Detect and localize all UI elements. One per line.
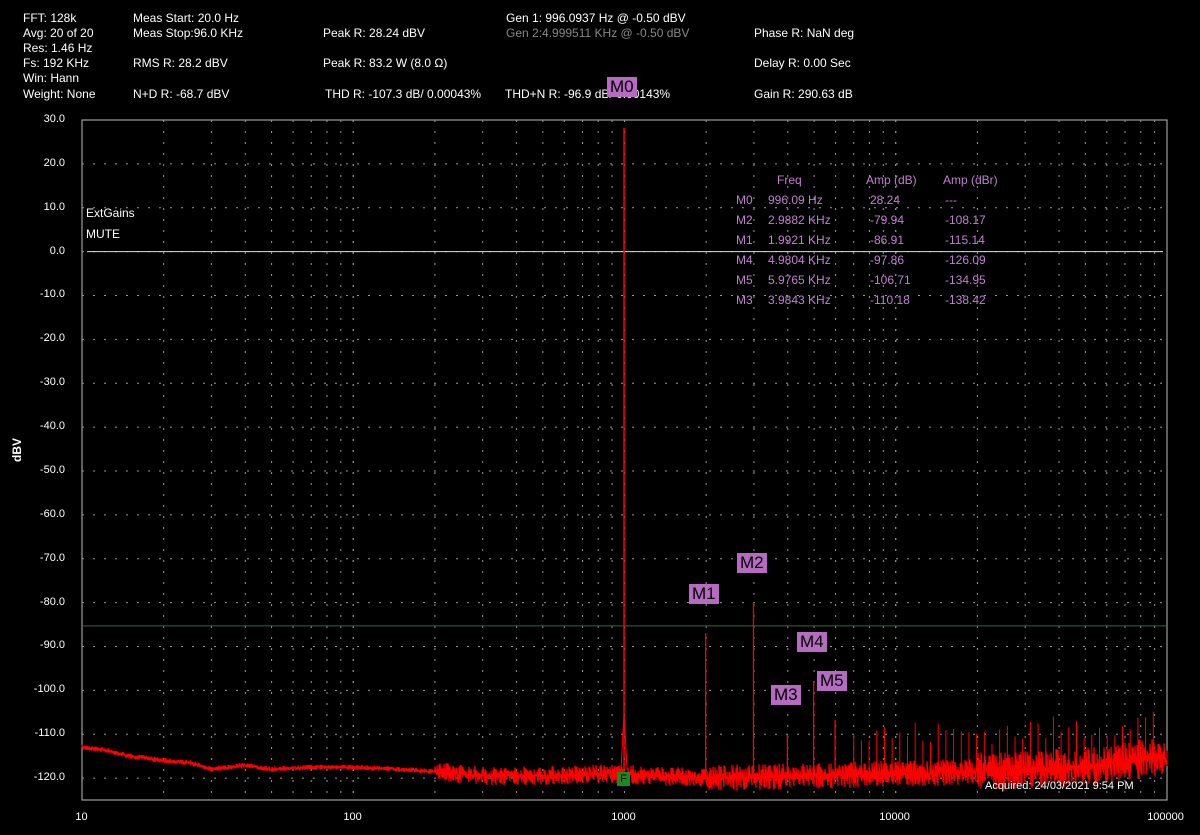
marker-table-freq: 2.9882 KHz: [768, 213, 831, 227]
y-axis-label: dBV: [10, 438, 24, 462]
marker-table-ampr: -134.95: [945, 273, 986, 287]
marker-table-m: M3: [736, 293, 753, 307]
meas-stop: Meas Stop:96.0 KHz: [133, 26, 244, 40]
fft-size: FFT: 128k: [23, 11, 77, 25]
y-tick-label: -40.0: [39, 420, 65, 433]
weighting: Weight: None: [23, 87, 96, 101]
y-tick-label: -50.0: [39, 463, 65, 476]
thd-reading: THD R: -107.3 dB/ 0.00043%: [325, 87, 482, 101]
marker-table-ampr: -138.42: [945, 293, 986, 307]
y-tick-label: 30.0: [43, 113, 65, 125]
marker-m3[interactable]: M3: [771, 685, 801, 705]
averages: Avg: 20 of 20: [23, 26, 94, 40]
marker-table-amp: 28.24: [870, 193, 901, 207]
peak-dbv-reading: Peak R: 28.24 dBV: [323, 26, 426, 40]
y-tick-label: 10.0: [43, 200, 65, 213]
marker-table-header-amp-dbr: Amp (dBr): [943, 173, 998, 187]
acquired-timestamp: Acquired: 24/03/2021 9:54 PM: [985, 780, 1134, 792]
marker-m2[interactable]: M2: [737, 553, 767, 573]
marker-table-m: M5: [736, 273, 753, 287]
marker-table-header-freq: Freq: [777, 173, 802, 187]
marker-table-m: M4: [736, 253, 753, 267]
marker-table-m: M1: [736, 233, 753, 247]
y-tick-label: 0.0: [49, 244, 65, 257]
phase-reading: Phase R: NaN deg: [754, 26, 855, 40]
marker-table-header-amp-db: Amp (dB): [866, 173, 917, 187]
y-tick-label: -120.0: [33, 771, 65, 784]
marker-table-amp: -110.18: [870, 293, 910, 307]
marker-table-freq: 1.9921 KHz: [768, 233, 831, 247]
gain-reading: Gain R: 290.63 dB: [754, 87, 853, 101]
resolution: Res: 1.46 Hz: [23, 41, 93, 55]
y-tick-label: -90.0: [39, 639, 65, 652]
marker-table-ampr: ---: [945, 193, 957, 207]
marker-m0[interactable]: M0: [607, 77, 637, 97]
marker-table-amp: -79.94: [870, 213, 905, 227]
marker-table-ampr: -115.14: [945, 233, 985, 247]
y-tick-label: -30.0: [39, 376, 65, 389]
y-tick-label: -10.0: [39, 288, 65, 301]
y-tick-label: -110.0: [34, 727, 65, 740]
marker-m5[interactable]: M5: [817, 671, 847, 691]
marker-table-freq: 996.09 Hz: [768, 193, 823, 207]
generator-2: Gen 2:4.999511 KHz @ -0.50 dBV: [506, 26, 690, 40]
y-tick-label: -100.0: [33, 683, 65, 696]
marker-table-m: M0: [736, 193, 753, 207]
marker-table-ampr: -108.17: [945, 213, 986, 227]
generator-1: Gen 1: 996.0937 Hz @ -0.50 dBV: [506, 11, 686, 25]
peak-watt-reading: Peak R: 83.2 W (8.0 Ω): [323, 56, 448, 70]
marker-table-amp: -86.91: [870, 233, 905, 247]
y-tick-label: -70.0: [39, 551, 65, 564]
delay-reading: Delay R: 0.00 Sec: [754, 56, 851, 70]
marker-m1[interactable]: M1: [689, 584, 719, 604]
marker-table-freq: 4.9804 KHz: [768, 253, 831, 267]
marker-m4[interactable]: M4: [797, 632, 827, 652]
marker-table-ampr: -126.09: [945, 253, 986, 267]
x-tick-label: 100: [343, 811, 362, 823]
marker-table-m: M2: [736, 213, 753, 227]
noise-distortion-reading: N+D R: -68.7 dBV: [133, 87, 230, 101]
rms-reading: RMS R: 28.2 dBV: [133, 56, 228, 70]
extgains-label: ExtGains: [86, 206, 135, 220]
meas-start: Meas Start: 20.0 Hz: [133, 11, 240, 25]
y-tick-label: 20.0: [43, 156, 65, 169]
y-tick-label: -60.0: [39, 507, 65, 520]
fundamental-skirt: [620, 712, 628, 770]
mute-label: MUTE: [86, 227, 120, 241]
fundamental-marker[interactable]: F: [617, 772, 630, 786]
marker-table-amp: -97.86: [870, 253, 905, 267]
x-tick-label: 10000: [879, 811, 910, 823]
window: Win: Hann: [23, 71, 80, 85]
y-tick-label: -80.0: [39, 595, 65, 608]
sample-rate: Fs: 192 KHz: [23, 56, 90, 70]
x-tick-label: 1000: [611, 811, 636, 823]
marker-table-amp: -106.71: [870, 273, 911, 287]
x-tick-label: 10: [75, 811, 88, 823]
marker-table-freq: 5.9765 KHz: [768, 273, 831, 287]
marker-table-freq: 3.9843 KHz: [768, 293, 831, 307]
x-tick-label: 100000: [1147, 811, 1184, 823]
y-tick-label: -20.0: [39, 332, 65, 345]
